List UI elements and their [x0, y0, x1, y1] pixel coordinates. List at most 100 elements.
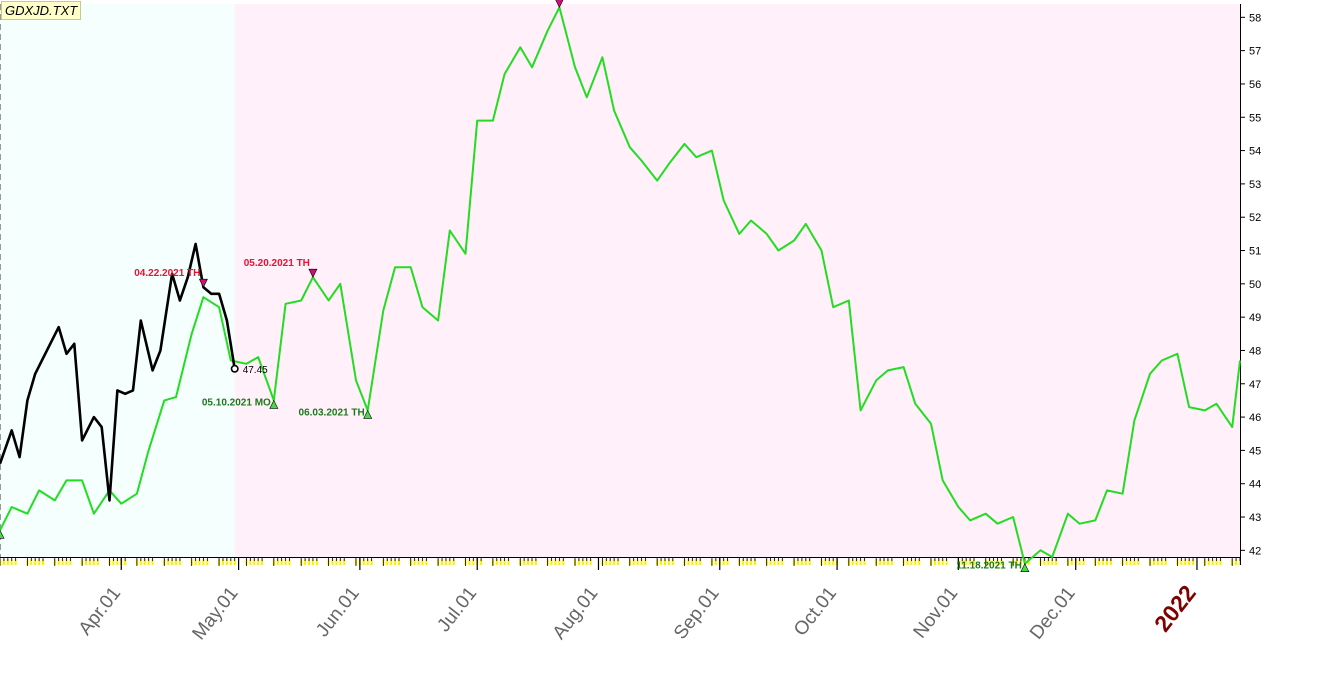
x-day-tick: [1192, 559, 1195, 565]
x-day-tick: [1137, 559, 1140, 565]
trough-marker: [1020, 562, 1030, 572]
x-day-tick: [1164, 559, 1167, 565]
x-day-tick: [1019, 559, 1022, 565]
x-day-tick: [933, 559, 936, 565]
x-day-tick: [773, 559, 776, 565]
peak-marker: [555, 0, 564, 9]
series-line: [0, 242, 236, 502]
x-tick-label: Dec.01: [1026, 583, 1080, 643]
x-day-tick: [1184, 559, 1187, 565]
x-axis: Apr.01 May.01 Jun.01 Jul.01 Aug.01 Sep.01 Oct.…: [0, 557, 1241, 644]
x-day-tick: [92, 559, 95, 565]
x-day-tick: [507, 559, 510, 565]
trough-marker: [269, 399, 279, 409]
x-day-tick: [225, 559, 228, 565]
x-day-tick: [726, 559, 729, 565]
y-tick-label: 48: [1249, 345, 1261, 357]
x-day-tick: [1215, 559, 1218, 565]
x-day-tick: [124, 559, 127, 565]
x-day-tick: [14, 559, 17, 565]
x-day-tick: [261, 559, 264, 565]
x-day-tick: [722, 559, 725, 565]
x-day-tick: [147, 559, 150, 565]
x-day-tick: [617, 559, 620, 565]
x-day-tick: [1125, 559, 1128, 565]
x-day-tick: [589, 559, 592, 565]
x-day-tick: [1082, 559, 1085, 565]
x-day-tick: [554, 559, 557, 565]
x-day-tick: [308, 559, 311, 565]
x-day-tick: [85, 559, 88, 565]
x-day-tick: [233, 559, 236, 565]
x-day-tick: [276, 559, 279, 565]
x-day-tick: [448, 559, 451, 565]
x-tick-label: 2022: [1149, 580, 1201, 636]
y-tick-label: 55: [1249, 112, 1261, 124]
x-day-tick: [1129, 559, 1132, 565]
x-day-tick: [883, 559, 886, 565]
x-day-tick: [397, 559, 400, 565]
x-day-tick: [116, 559, 119, 565]
x-day-tick: [1207, 559, 1210, 565]
x-day-tick: [503, 559, 506, 565]
x-day-tick: [832, 559, 835, 565]
series-lines: [0, 6, 1241, 565]
y-tick-label: 51: [1249, 246, 1261, 258]
x-day-tick: [38, 559, 41, 565]
x-day-tick: [941, 559, 944, 565]
x-day-tick: [151, 559, 154, 565]
x-day-tick: [562, 559, 565, 565]
x-day-tick: [468, 559, 471, 565]
y-tick-label: 54: [1249, 146, 1261, 158]
x-day-tick: [534, 559, 537, 565]
y-tick-label: 44: [1249, 479, 1261, 491]
x-day-tick: [61, 559, 64, 565]
y-tick-label: 53: [1249, 179, 1261, 191]
y-tick-label: 58: [1249, 12, 1261, 24]
x-day-tick: [171, 559, 174, 565]
x-day-tick: [855, 559, 858, 565]
x-day-tick: [800, 559, 803, 565]
peak-label: 04.22.2021 TH: [134, 268, 200, 279]
x-tick-label: Sep.01: [670, 583, 724, 643]
x-day-tick: [746, 559, 749, 565]
x-day-tick: [335, 559, 338, 565]
y-tick-label: 57: [1249, 46, 1261, 58]
x-day-tick: [1109, 559, 1112, 565]
x-day-tick: [42, 559, 45, 565]
x-day-tick: [605, 559, 608, 565]
x-day-tick: [315, 559, 318, 565]
last-value-marker: [230, 364, 239, 373]
y-tick-label: 43: [1249, 512, 1261, 524]
x-day-tick: [530, 559, 533, 565]
x-day-tick: [992, 559, 995, 565]
x-day-tick: [1156, 559, 1159, 565]
last-value-label: 47.45: [243, 365, 268, 376]
x-day-tick: [910, 559, 913, 565]
x-day-tick: [906, 559, 909, 565]
x-day-tick: [863, 559, 866, 565]
x-day-tick: [331, 559, 334, 565]
x-tick-label: Jul.01: [433, 583, 481, 636]
x-day-tick: [343, 559, 346, 565]
x-day-tick: [609, 559, 612, 565]
x-day-tick: [198, 559, 201, 565]
x-tick-label: Aug.01: [549, 583, 603, 643]
x-day-tick: [695, 559, 698, 565]
x-day-tick: [824, 559, 827, 565]
x-day-tick: [1211, 559, 1214, 565]
x-day-tick: [1188, 559, 1191, 565]
x-day-tick: [769, 559, 772, 565]
y-tick-label: 50: [1249, 279, 1261, 291]
x-day-tick: [96, 559, 99, 565]
x-day-tick: [961, 559, 964, 565]
x-day-tick: [777, 559, 780, 565]
x-day-tick: [390, 559, 393, 565]
x-day-tick: [10, 559, 13, 565]
x-day-tick: [167, 559, 170, 565]
x-day-tick: [550, 559, 553, 565]
trough-marker: [363, 409, 373, 419]
x-day-tick: [253, 559, 256, 565]
x-day-tick: [1043, 559, 1046, 565]
